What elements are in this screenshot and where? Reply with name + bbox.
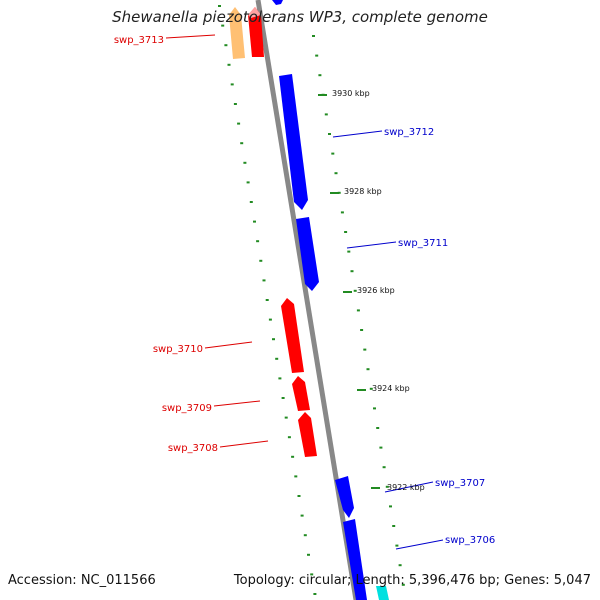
gene-arrow-partial-bottom[interactable] — [376, 586, 389, 600]
gene-arrow-swp_3713[interactable] — [248, 7, 264, 57]
gene-arrow-orange[interactable] — [229, 7, 245, 59]
tick-label-3930: 3930 kbp — [332, 89, 370, 98]
gene-arrow-swp_3709[interactable] — [292, 376, 310, 411]
gene-arrow-swp_3711[interactable] — [296, 217, 319, 291]
leader-swp_3709 — [213, 400, 261, 407]
gene-arrow-swp_3706[interactable] — [343, 519, 367, 600]
gene-label-swp_3709[interactable]: swp_3709 — [162, 403, 212, 414]
genome-summary-text: Topology: circular; Length: 5,396,476 bp… — [233, 573, 591, 588]
leader-swp_3712 — [332, 130, 383, 138]
gene-arrow-swp_3708[interactable] — [298, 412, 317, 457]
tick-label-3922: 3922 kbp — [387, 483, 425, 492]
gene-label-swp_3707[interactable]: swp_3707 — [435, 478, 485, 489]
leader-swp_3708 — [219, 440, 269, 448]
gene-label-swp_3710[interactable]: swp_3710 — [153, 344, 203, 355]
gene-arrow-swp_3713-faded[interactable] — [248, 7, 261, 18]
gene-arrow-swp_3712[interactable] — [279, 74, 308, 210]
genome-backbone — [255, 0, 359, 600]
gene-arrow-partial-top[interactable] — [272, 0, 283, 5]
gene-arrow-swp_3710[interactable] — [281, 298, 304, 373]
tick-label-3928: 3928 kbp — [344, 187, 382, 196]
leader-swp_3706 — [395, 539, 444, 550]
leader-swp_3711 — [346, 241, 397, 249]
minor-ticks — [218, 5, 405, 595]
leader-swp_3710 — [204, 341, 253, 349]
genome-title: Shewanella piezotolerans WP3, complete g… — [112, 8, 488, 26]
tick-label-3924: 3924 kbp — [372, 384, 410, 393]
gene-label-swp_3706[interactable]: swp_3706 — [445, 535, 495, 546]
gene-label-swp_3712[interactable]: swp_3712 — [384, 127, 434, 138]
accession-text: Accession: NC_011566 — [8, 573, 156, 588]
tick-label-3926: 3926 kbp — [357, 286, 395, 295]
gene-label-swp_3711[interactable]: swp_3711 — [398, 238, 448, 249]
leader-swp_3707 — [384, 481, 434, 493]
gene-label-swp_3708[interactable]: swp_3708 — [168, 443, 218, 454]
gene-label-swp_3713[interactable]: swp_3713 — [114, 35, 164, 46]
gene-arrow-swp_3707[interactable] — [335, 476, 354, 518]
leader-swp_3713 — [165, 34, 216, 39]
